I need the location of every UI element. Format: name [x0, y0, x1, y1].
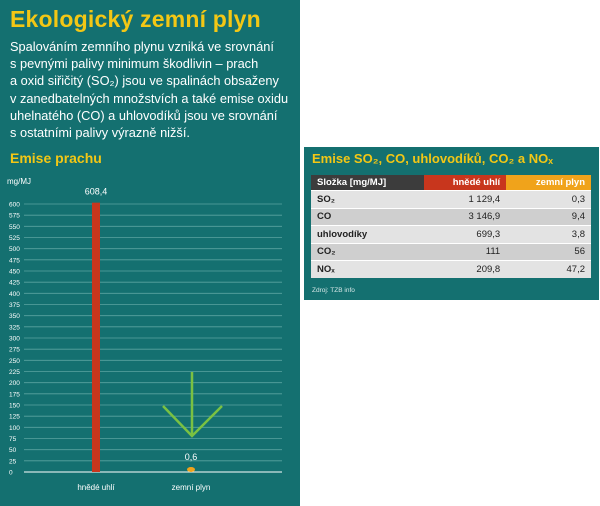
emissions-table: Složka [mg/MJ] hnědé uhlí zemní plyn SO₂… [311, 175, 591, 278]
y-tick-label: 325 [9, 324, 20, 331]
table-header-row: Složka [mg/MJ] hnědé uhlí zemní plyn [311, 175, 591, 191]
info-panel: Ekologický zemní plyn Spalováním zemního… [0, 0, 300, 506]
intro-line: uhelnatého (CO) a uhlovodíků jsou ve sro… [10, 107, 278, 123]
intro-line: s ostatními palivy výrazně nižší. [10, 125, 190, 141]
y-tick-label: 200 [9, 380, 20, 387]
table-row: CO 3 146,9 9,4 [311, 207, 591, 226]
table-row: uhlovodíky 699,3 3,8 [311, 225, 591, 243]
table-cell: 3 146,9 [423, 207, 507, 226]
header-brown-coal: hnědé uhlí [423, 175, 507, 191]
y-tick-label: 575 [9, 213, 20, 220]
y-tick-label: 25 [9, 458, 17, 465]
intro-line: a oxid siřičitý (SO₂) jsou ve spalinách … [10, 73, 279, 89]
table-cell: 699,3 [423, 225, 507, 243]
bar-zemni-plyn [187, 467, 195, 472]
table-row: CO₂ 111 56 [311, 242, 591, 261]
intro-text: Spalováním zemního plynu vzniká ve srovn… [10, 38, 295, 141]
table-cell: 56 [506, 242, 591, 261]
y-tick-label: 525 [9, 235, 20, 242]
intro-line: Spalováním zemního plynu vzniká ve srovn… [10, 39, 274, 54]
y-tick-label: 500 [9, 246, 20, 253]
table-cell: CO [311, 207, 424, 226]
y-tick-label: 175 [9, 391, 20, 398]
table-cell: uhlovodíky [311, 225, 424, 243]
y-tick-label: 225 [9, 369, 20, 376]
emissions-table-card: Emise SO₂, CO, uhlovodíků, CO₂ a NOₓ Slo… [304, 147, 599, 300]
table-cell: CO₂ [311, 242, 424, 261]
table-row: SO₂ 1 129,4 0,3 [311, 190, 591, 208]
x-tick-label: zemní plyn [172, 483, 211, 492]
table-cell: 3,8 [506, 225, 591, 243]
y-tick-label: 350 [9, 313, 20, 320]
dust-emission-chart: mg/MJ 0 25 50 75 100 125 150 175 200 225 250 275 300 3… [7, 177, 282, 492]
y-tick-label: 300 [9, 336, 20, 343]
y-tick-label: 150 [9, 403, 20, 410]
table-cell: 47,2 [506, 260, 591, 278]
y-tick-label: 125 [9, 414, 20, 421]
page-title: Ekologický zemní plyn [10, 6, 261, 32]
y-tick-label: 0 [9, 470, 13, 477]
table-cell: SO₂ [311, 190, 424, 208]
y-tick-label: 275 [9, 347, 20, 354]
table-cell: 111 [423, 242, 507, 261]
chart-title: Emise prachu [10, 150, 102, 166]
arrow-head-icon [162, 405, 223, 438]
data-label: 608,4 [85, 187, 108, 197]
table-cell: NOₓ [311, 260, 424, 278]
y-tick-label: 250 [9, 358, 20, 365]
y-tick-label: 425 [9, 280, 20, 287]
source-note: Zdroj: TZB info [312, 287, 355, 294]
y-tick-label: 475 [9, 257, 20, 264]
y-tick-label: 550 [9, 224, 20, 231]
table-title: Emise SO₂, CO, uhlovodíků, CO₂ a NOₓ [312, 151, 553, 166]
y-tick-label: 600 [9, 202, 20, 209]
y-tick-label: 450 [9, 269, 20, 276]
intro-line: v zanedbatelných množstvích a také emise… [10, 90, 289, 106]
header-natural-gas: zemní plyn [506, 175, 591, 191]
y-tick-label: 75 [9, 436, 17, 443]
bar-hnede-uhli [92, 202, 100, 472]
table-cell: 0,3 [506, 190, 591, 208]
table-cell: 9,4 [506, 207, 591, 226]
y-tick-label: 375 [9, 302, 20, 309]
table-cell: 209,8 [423, 260, 507, 278]
intro-line: s pevnými palivy minimum škodlivin – pra… [10, 56, 259, 72]
table-cell: 1 129,4 [423, 190, 507, 208]
header-component: Složka [mg/MJ] [311, 175, 424, 191]
data-label: 0,6 [185, 452, 198, 462]
y-tick-label: 50 [9, 447, 17, 454]
y-tick-label: 100 [9, 425, 20, 432]
x-tick-label: hnědé uhlí [77, 483, 115, 492]
y-tick-label: 400 [9, 291, 20, 298]
table-row: NOₓ 209,8 47,2 [311, 260, 591, 278]
y-axis-label: mg/MJ [7, 177, 31, 186]
